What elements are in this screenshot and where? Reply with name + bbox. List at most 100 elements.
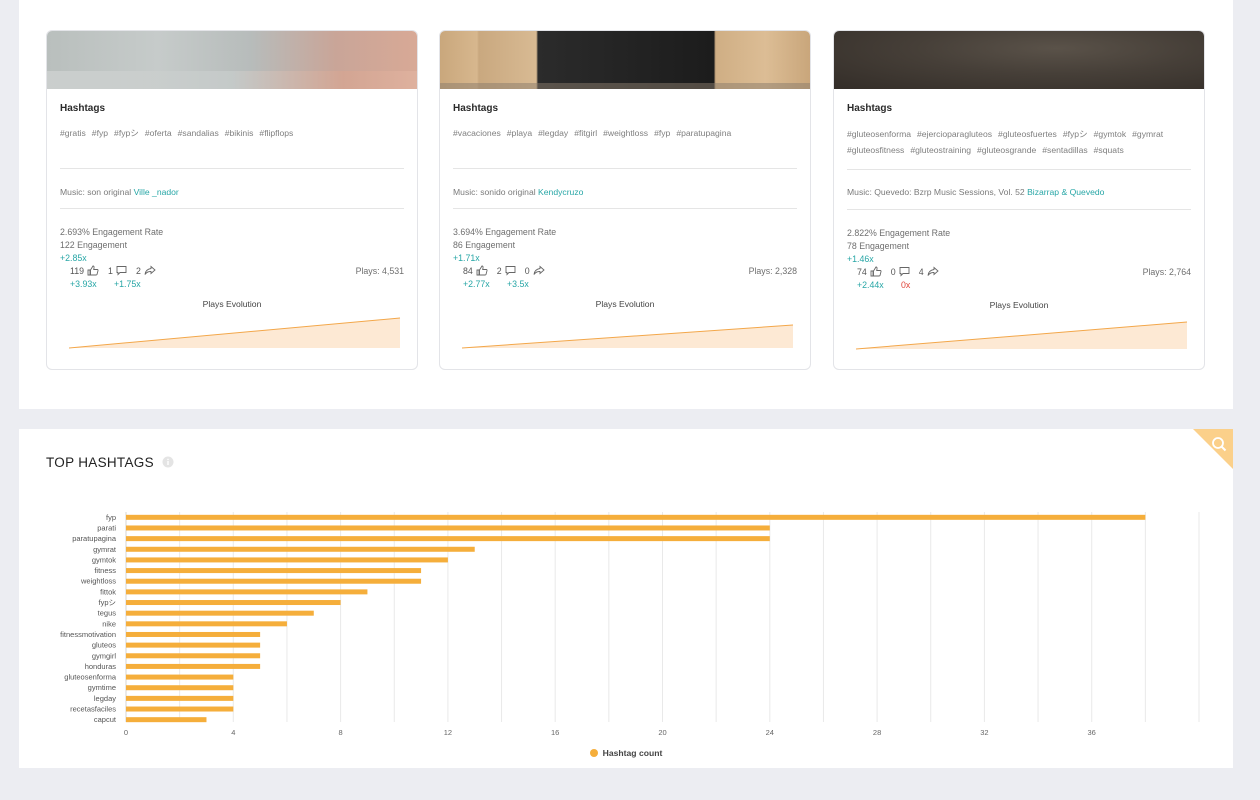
divider xyxy=(453,168,797,169)
hashtag[interactable]: #weightloss xyxy=(603,128,649,138)
bar-gluteosenforma[interactable] xyxy=(126,674,234,680)
hashtag[interactable]: #bikinis xyxy=(224,128,254,138)
bar-capcut[interactable] xyxy=(126,717,207,723)
x-tick-label: 20 xyxy=(658,728,666,737)
comment-icon xyxy=(505,266,516,276)
category-label: gymgirl xyxy=(92,651,117,660)
engagement-rate: 3.694% Engagement Rate xyxy=(453,227,557,237)
music-label: Music: son original xyxy=(60,187,132,197)
engagement-count: 78 Engagement xyxy=(847,241,910,251)
hashtag[interactable]: #gluteosenforma xyxy=(847,129,912,139)
hashtag[interactable]: #gymrat xyxy=(1132,129,1164,139)
bar-legday[interactable] xyxy=(126,695,234,701)
post-thumbnail[interactable] xyxy=(440,31,810,89)
category-label: fitness xyxy=(94,566,116,575)
comments-multiplier: +3.5x xyxy=(507,279,529,289)
hashtag[interactable]: #oferta xyxy=(144,128,172,138)
comment-icon xyxy=(116,266,127,276)
music-label: Music: sonido original xyxy=(453,187,536,197)
post-card[interactable]: Hashtags #gratis #fyp #fypシ #oferta #sandali… xyxy=(46,30,418,370)
divider xyxy=(60,208,404,209)
category-label: fittok xyxy=(100,587,116,596)
bar-parati[interactable] xyxy=(126,525,770,531)
hashtag[interactable]: #fyp xyxy=(654,128,671,138)
category-label: fitnessmotivation xyxy=(60,630,116,639)
bar-fyp[interactable] xyxy=(126,514,1146,520)
post-thumbnail[interactable] xyxy=(47,31,417,89)
bar-gluteos[interactable] xyxy=(126,642,261,648)
bar-gymrat[interactable] xyxy=(126,546,475,552)
bar-gymtime[interactable] xyxy=(126,685,234,691)
bar-recetasfaciles[interactable] xyxy=(126,706,234,712)
likes-count: 119 xyxy=(70,265,85,276)
hashtag[interactable]: #legday xyxy=(538,128,569,138)
category-label: capcut xyxy=(94,715,117,724)
x-tick-label: 16 xyxy=(551,728,559,737)
hashtag[interactable]: #vacaciones xyxy=(453,128,501,138)
category-label: legday xyxy=(94,694,116,703)
thumbs-up-icon xyxy=(476,265,488,276)
category-label: paratupagina xyxy=(72,534,117,543)
bar-honduras[interactable] xyxy=(126,663,261,669)
hashtag[interactable]: #gymtok xyxy=(1093,129,1127,139)
hashtag[interactable]: #gluteosgrande xyxy=(977,145,1037,155)
bar-fittok[interactable] xyxy=(126,589,368,595)
plays-count: Plays: 4,531 xyxy=(355,266,404,276)
hashtag[interactable]: #gratis xyxy=(60,128,86,138)
bar-fitness[interactable] xyxy=(126,568,422,574)
hashtag[interactable]: #playa xyxy=(506,128,533,138)
chart-legend[interactable]: Hashtag count xyxy=(19,748,1233,758)
info-icon[interactable] xyxy=(162,456,174,468)
hashtag[interactable]: #gluteostraining xyxy=(910,145,972,155)
hashtags-list: #vacaciones #playa #legday #fitgirl #weightl… xyxy=(453,125,798,141)
hashtag[interactable]: #ejercioparagluteos xyxy=(917,129,993,139)
hashtags-heading: Hashtags xyxy=(847,103,893,114)
music-info: Music: sonido original Kendycruzo xyxy=(453,187,583,197)
bar-gymgirl[interactable] xyxy=(126,653,261,659)
bar-nike[interactable] xyxy=(126,621,287,627)
bar-tegus[interactable] xyxy=(126,610,314,616)
plays-evolution-title: Plays Evolution xyxy=(202,299,262,309)
hashtag[interactable]: #gluteosfitness xyxy=(847,145,905,155)
comments-count: 1 xyxy=(108,265,113,276)
hashtag[interactable]: #fypシ xyxy=(1062,129,1088,139)
hashtag[interactable]: #sandalias xyxy=(177,128,219,138)
bar-paratupagina[interactable] xyxy=(126,536,770,542)
post-card[interactable]: Hashtags #gluteosenforma #ejercioparaglut… xyxy=(833,30,1205,370)
divider xyxy=(847,209,1191,210)
comments-multiplier: +1.75x xyxy=(114,279,141,289)
hashtag[interactable]: #squats xyxy=(1093,145,1124,155)
hashtag[interactable]: #sentadillas xyxy=(1042,145,1088,155)
music-artist-link[interactable]: Bizarrap & Quevedo xyxy=(1027,187,1105,197)
post-thumbnail[interactable] xyxy=(834,31,1204,89)
x-tick-label: 4 xyxy=(231,728,235,737)
hashtag[interactable]: #fitgirl xyxy=(574,128,598,138)
top-hashtags-panel: TOP HASHTAGS fyp parati paratupagina gymrat… xyxy=(19,429,1233,768)
hashtag[interactable]: #fyp xyxy=(91,128,109,138)
search-icon[interactable] xyxy=(1193,429,1233,469)
hashtag[interactable]: #flipflops xyxy=(259,128,294,138)
category-label: honduras xyxy=(85,662,117,671)
bar-fitnessmotivation[interactable] xyxy=(126,631,261,637)
likes-count: 74 xyxy=(857,266,867,277)
chart-bars xyxy=(126,514,1146,723)
stats-multipliers: +2.77x +3.5x xyxy=(463,279,529,289)
hashtag[interactable]: #gluteosfuertes xyxy=(998,129,1057,139)
music-artist-link[interactable]: Ville _nador xyxy=(133,187,179,197)
hashtag[interactable]: #paratupagina xyxy=(676,128,732,138)
music-info: Music: Quevedo: Bzrp Music Sessions, Vol… xyxy=(847,187,1104,197)
hashtags-list: #gluteosenforma #ejercioparagluteos #glute… xyxy=(847,126,1192,158)
likes-multiplier: +2.77x xyxy=(463,279,490,289)
shares-count: 2 xyxy=(135,265,141,276)
bar-gymtok[interactable] xyxy=(126,557,448,563)
hashtag[interactable]: #fypシ xyxy=(114,128,139,138)
plays-evolution-chart xyxy=(462,324,794,349)
plays-count: Plays: 2,764 xyxy=(1142,267,1191,277)
legend-label: Hashtag count xyxy=(602,748,663,758)
divider xyxy=(60,168,404,169)
comments-count: 2 xyxy=(496,265,502,276)
bar-weightloss[interactable] xyxy=(126,578,422,584)
post-card[interactable]: Hashtags #vacaciones #playa #legday #fitgir… xyxy=(439,30,811,370)
music-artist-link[interactable]: Kendycruzo xyxy=(538,187,584,197)
bar-fypシ[interactable] xyxy=(126,600,341,606)
